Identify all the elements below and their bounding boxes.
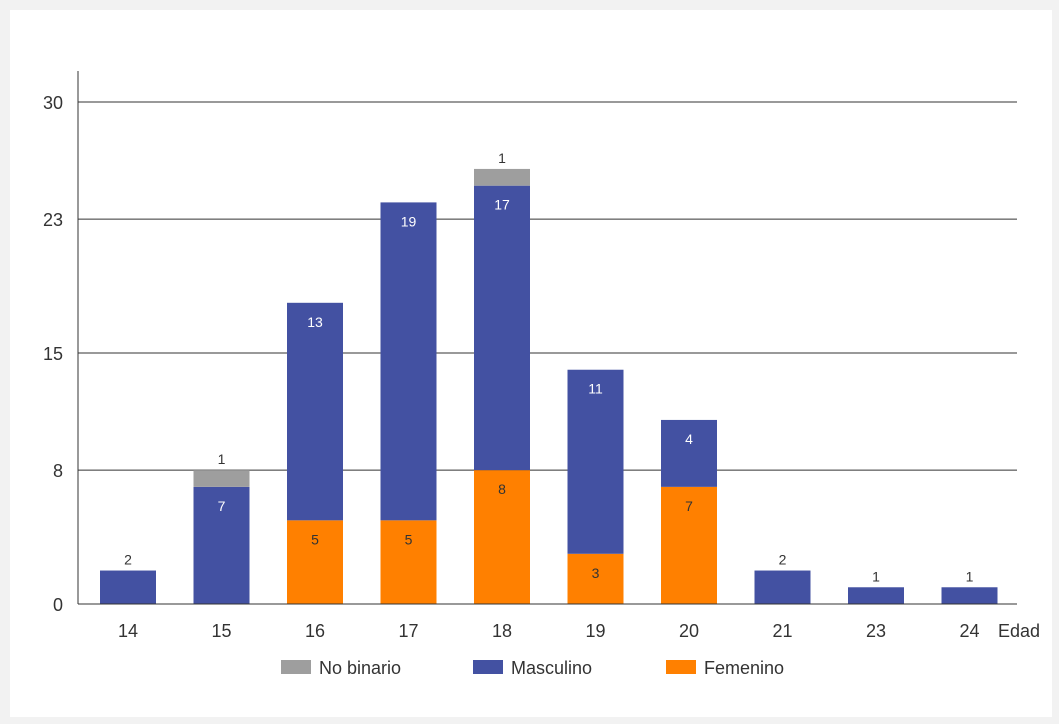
bar-segment [474,470,530,604]
x-tick-label: 17 [398,621,418,641]
x-tick-label: 23 [866,621,886,641]
legend-item: Masculino [473,658,592,678]
y-tick-label: 23 [43,210,63,230]
bar-segment [661,486,717,604]
bar-segment [567,369,624,554]
y-tick-label: 30 [43,93,63,113]
x-tick-label: 20 [679,621,699,641]
data-label: 5 [311,531,319,547]
x-tick-label: 24 [959,621,979,641]
x-tick-label: 16 [305,621,325,641]
legend-label: Femenino [704,658,784,678]
legend-swatch [281,660,311,674]
bar-segment [754,570,811,604]
data-label: 5 [405,531,413,547]
legend-item: No binario [281,658,401,678]
data-label: 3 [592,565,600,581]
bar-segment [661,419,717,487]
data-label: 17 [494,197,510,213]
legend: No binario Masculino Femenino [281,658,784,678]
bar-segment [941,587,998,604]
legend-label: No binario [319,658,401,678]
data-label: 11 [588,381,603,397]
data-label: 19 [401,213,417,229]
y-tick-label: 15 [43,344,63,364]
data-label: 1 [966,568,974,584]
data-label: 1 [498,150,506,166]
data-label: 2 [124,552,132,568]
x-tick-labels: 14 15 16 17 18 19 20 21 23 24 [118,621,980,641]
y-tick-labels: 0 8 15 23 30 [43,93,63,615]
legend-swatch [666,660,696,674]
bar-segment [380,202,437,521]
legend-label: Masculino [511,658,592,678]
data-label: 7 [685,498,693,514]
bar-segment [474,185,530,471]
gridlines [78,101,1017,471]
x-tick-label: 15 [211,621,231,641]
y-tick-label: 0 [53,595,63,615]
data-label: 1 [872,568,880,584]
data-label: 8 [498,481,506,497]
x-axis-title: Edad [998,621,1040,641]
data-label: 4 [685,431,693,447]
bar-segment [474,168,530,186]
y-tick-label: 8 [53,461,63,481]
bar-segment [567,553,624,604]
data-label: 1 [218,451,226,467]
bar-segment [193,470,250,487]
legend-item: Femenino [666,658,784,678]
bar-segment [848,587,904,604]
x-tick-label: 18 [492,621,512,641]
bar-segment [380,520,437,604]
data-label: 7 [218,498,226,514]
bar-segment [287,302,343,521]
bar-segment [287,520,343,604]
data-label: 2 [779,552,787,568]
data-label: 13 [307,314,323,330]
bar-segment [100,570,156,604]
x-tick-label: 14 [118,621,138,641]
x-tick-label: 21 [772,621,792,641]
plot-background [10,10,1052,717]
legend-swatch [473,660,503,674]
bar-segment [193,486,250,604]
x-tick-label: 19 [585,621,605,641]
